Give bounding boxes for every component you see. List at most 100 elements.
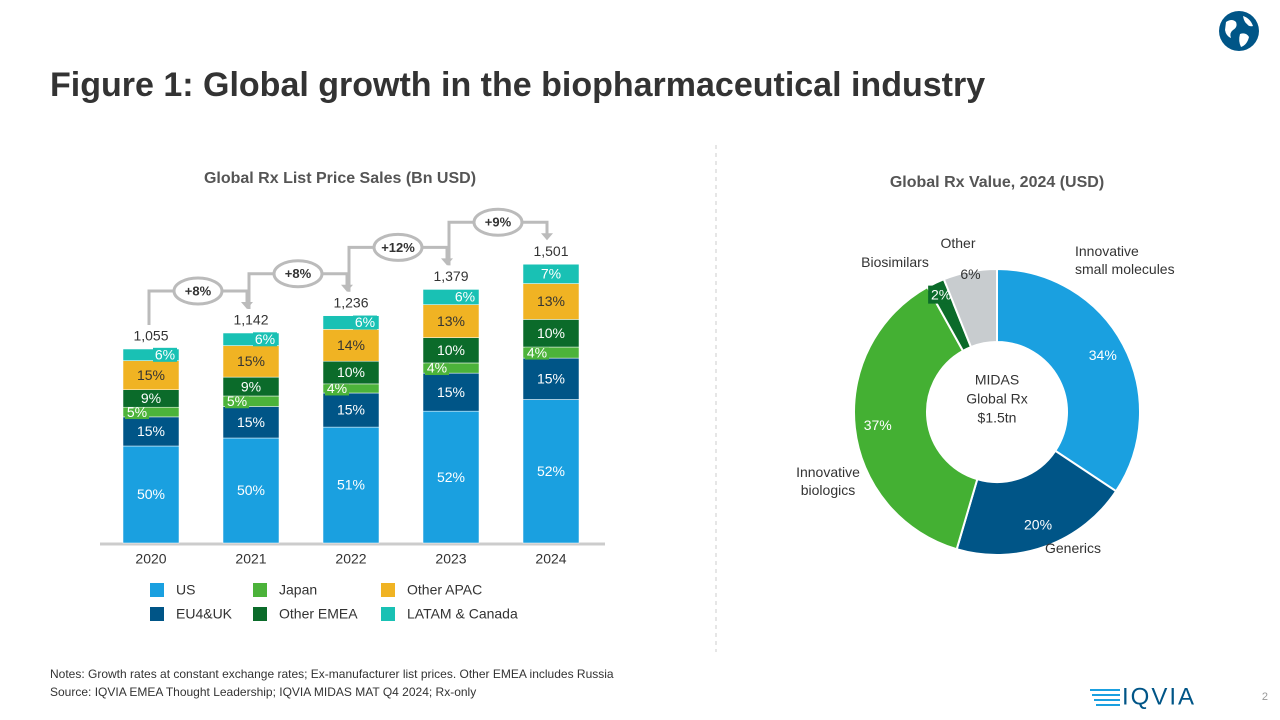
data-label: 6% bbox=[255, 331, 275, 347]
donut-slice bbox=[853, 285, 979, 551]
logo: IQVIA bbox=[1090, 683, 1196, 710]
bar-segment bbox=[422, 304, 480, 338]
total-label: 1,055 bbox=[133, 328, 168, 344]
category-label: Other bbox=[940, 235, 976, 251]
category-label: Biosimilars bbox=[861, 254, 929, 270]
data-label: 6% bbox=[155, 347, 175, 363]
data-label: 9% bbox=[141, 390, 161, 406]
total-label: 1,501 bbox=[533, 243, 568, 259]
category-label: Innovative biologics bbox=[796, 464, 860, 498]
globe-icon bbox=[1219, 11, 1259, 51]
growth-bubble bbox=[372, 232, 424, 262]
legend-swatch bbox=[253, 607, 267, 621]
total-label: 1,379 bbox=[433, 268, 468, 284]
x-tick-label: 2024 bbox=[535, 551, 566, 567]
data-label: 10% bbox=[437, 342, 465, 358]
notes: Notes: Growth rates at constant exchange… bbox=[50, 667, 614, 681]
bar-segment bbox=[522, 319, 580, 348]
bar-segment bbox=[422, 410, 480, 544]
data-label: 15% bbox=[437, 384, 465, 400]
data-label: 20% bbox=[1024, 516, 1052, 532]
bar-segment bbox=[522, 283, 580, 320]
legend-swatch bbox=[150, 583, 164, 597]
arrow-head bbox=[341, 284, 353, 292]
data-label: 37% bbox=[864, 417, 892, 433]
growth-label: +9% bbox=[485, 215, 512, 230]
growth-label: +8% bbox=[285, 266, 312, 281]
data-label: 9% bbox=[241, 378, 261, 394]
label-box bbox=[425, 361, 449, 376]
arrow-head bbox=[541, 233, 553, 241]
data-label: 15% bbox=[237, 353, 265, 369]
donut-slice bbox=[996, 267, 1141, 493]
chart-title: Global Rx Value, 2024 (USD) bbox=[890, 174, 1104, 191]
data-label: 52% bbox=[537, 463, 565, 479]
arrow-head bbox=[241, 302, 253, 310]
data-label: 50% bbox=[237, 482, 265, 498]
data-label: 15% bbox=[337, 402, 365, 418]
data-label: 13% bbox=[437, 313, 465, 329]
donut-slice bbox=[955, 449, 1118, 556]
data-label: 52% bbox=[437, 469, 465, 485]
data-label: 51% bbox=[337, 477, 365, 493]
bar-segment bbox=[222, 345, 280, 378]
data-label: 5% bbox=[127, 404, 147, 420]
data-label: 15% bbox=[237, 414, 265, 430]
bar-segment bbox=[122, 348, 180, 361]
data-label: 15% bbox=[137, 423, 165, 439]
bar-segment bbox=[222, 437, 280, 544]
slide-title: Figure 1: Global growth in the biopharma… bbox=[50, 66, 985, 104]
source: Source: IQVIA EMEA Thought Leadership; I… bbox=[50, 685, 476, 699]
center-text: $1.5tn bbox=[978, 410, 1017, 426]
arrow-head bbox=[441, 258, 453, 266]
growth-label: +12% bbox=[381, 240, 415, 255]
x-tick-label: 2020 bbox=[135, 551, 166, 567]
data-label: 6% bbox=[455, 289, 475, 305]
data-label: 6% bbox=[960, 266, 980, 282]
bar-segment bbox=[322, 426, 380, 544]
data-label: 4% bbox=[527, 344, 547, 360]
bar-segment bbox=[122, 416, 180, 447]
bar-segment bbox=[322, 329, 380, 362]
bar-segment bbox=[522, 357, 580, 400]
legend-label: EU4&UK bbox=[176, 606, 233, 622]
label-box bbox=[353, 315, 377, 330]
legend-label: US bbox=[176, 582, 195, 598]
legend-label: Other APAC bbox=[407, 582, 482, 598]
growth-bubble bbox=[172, 276, 224, 306]
bar-segment bbox=[122, 445, 180, 544]
label-box bbox=[453, 290, 477, 305]
data-label: 14% bbox=[337, 337, 365, 353]
data-label: 2% bbox=[931, 286, 951, 302]
legend-swatch bbox=[381, 607, 395, 621]
growth-bubble bbox=[472, 207, 524, 237]
donut-slice bbox=[942, 267, 998, 349]
center-text: MIDAS bbox=[975, 372, 1019, 388]
legend-label: Other EMEA bbox=[279, 606, 358, 622]
bar-segment bbox=[522, 399, 580, 544]
data-label: 5% bbox=[227, 393, 247, 409]
data-label: 4% bbox=[427, 360, 447, 376]
bar-segment bbox=[422, 337, 480, 364]
legend-swatch bbox=[150, 607, 164, 621]
category-label: Innovative small molecules bbox=[1075, 243, 1175, 277]
category-label: Generics bbox=[1044, 540, 1102, 556]
bar-segment bbox=[322, 392, 380, 428]
data-label: 13% bbox=[537, 293, 565, 309]
logo-text: IQVIA bbox=[1122, 683, 1196, 710]
center-text: Global Rx bbox=[966, 391, 1027, 407]
data-label: 7% bbox=[541, 266, 561, 282]
growth-bubble bbox=[272, 259, 324, 289]
bar-segment bbox=[222, 406, 280, 439]
data-label: 6% bbox=[355, 314, 375, 330]
data-label: 10% bbox=[537, 325, 565, 341]
x-tick-label: 2023 bbox=[435, 551, 466, 567]
bar-segment bbox=[522, 263, 580, 284]
page-number: 2 bbox=[1262, 691, 1268, 703]
data-label: 15% bbox=[137, 367, 165, 383]
chart-title: Global Rx List Price Sales (Bn USD) bbox=[204, 170, 476, 187]
growth-label: +8% bbox=[185, 283, 212, 298]
legend-label: LATAM & Canada bbox=[407, 606, 518, 622]
